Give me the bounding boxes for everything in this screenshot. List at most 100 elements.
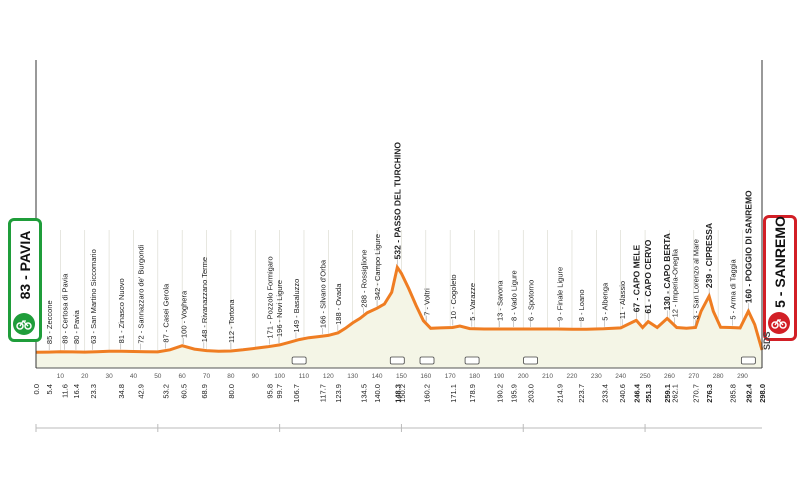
place-label: 63 - San Martino Siccomario (89, 249, 98, 344)
distance-label: 259.1 (663, 384, 672, 403)
place-label: 5 - Varazze (468, 283, 477, 321)
km-tick-label: 100 (274, 373, 285, 380)
km-tick-label: 150 (396, 373, 407, 380)
place-label: 100 - Voghera (179, 290, 188, 338)
distance-label: 190.2 (495, 384, 504, 403)
feed-zone-icon (419, 356, 435, 365)
km-tick-label: 50 (154, 373, 162, 380)
distance-label: 262.1 (671, 384, 680, 403)
place-label: 7 - Voltri (422, 288, 431, 316)
place-label: 188 - Ovada (334, 283, 343, 325)
elevation-area (36, 267, 762, 368)
distance-label: 203.0 (527, 384, 536, 403)
km-tick-label: 250 (640, 373, 651, 380)
km-tick-label: 180 (469, 373, 480, 380)
distance-label: 60.5 (179, 384, 188, 399)
summit-icon (740, 356, 756, 365)
place-label: 80 - Pavia (72, 309, 81, 344)
place-label: 149 - Basaluzzo (292, 279, 301, 333)
km-tick-label: 30 (105, 373, 113, 380)
km-tick-label: 90 (252, 373, 260, 380)
tunnel-icon (291, 356, 307, 365)
place-label: 3 - San Lorenzo al Mare (691, 239, 700, 319)
start-badge: 83 - PAVIA (8, 218, 42, 342)
place-label: 532 - PASSO DEL TURCHINO (392, 142, 402, 260)
place-label: 67 - CAPO MELE (631, 244, 641, 312)
distance-label: 16.4 (72, 384, 81, 399)
place-label: 85 - Zeccone (45, 300, 54, 344)
distance-label: 270.7 (691, 384, 700, 403)
distance-label: 160.2 (422, 384, 431, 403)
place-label: 10 - Cogoleto (449, 274, 458, 319)
finish-badge: 5 - SANREMO (763, 215, 797, 341)
place-label: 288 - Rossiglione (360, 250, 369, 308)
distance-label: 80.0 (227, 384, 236, 399)
distance-label: 53.2 (162, 384, 171, 399)
distance-label: 23.3 (89, 384, 98, 399)
start-label: 83 - PAVIA (17, 230, 33, 300)
place-label: 13 - Savona (495, 280, 504, 321)
distance-label: 95.8 (265, 384, 274, 399)
place-label: 130 - CAPO BERTA (662, 233, 672, 310)
sprint-icon (464, 356, 480, 365)
distance-label: 214.9 (556, 384, 565, 403)
place-label: 5 - Albenga (601, 282, 610, 321)
place-label: 8 - Vado Ligure (509, 270, 518, 321)
distance-label: 148.3 (393, 384, 402, 403)
distance-label: 123.9 (334, 384, 343, 403)
km-tick-label: 280 (713, 373, 724, 380)
km-tick-label: 240 (615, 373, 626, 380)
place-label: 11 - Alassio (618, 281, 627, 319)
place-label: 6 - Spotorno (527, 280, 536, 321)
distance-label: 285.8 (728, 384, 737, 403)
distance-label: 5.4 (45, 384, 54, 394)
km-tick-label: 260 (664, 373, 675, 380)
elevation-profile-line (35, 263, 764, 354)
km-tick-label: 20 (81, 373, 89, 380)
km-tick-label: 140 (372, 373, 383, 380)
place-label: 9 - Finale Ligure (556, 267, 565, 321)
bicycle-icon (768, 312, 790, 334)
finish-label: 5 - SANREMO (772, 216, 788, 308)
place-label: 5 - Arma di Taggia (728, 258, 737, 319)
place-label: 87 - Casei Gerola (162, 283, 171, 343)
distance-label: 223.7 (577, 384, 586, 403)
sds-logo: SDS (762, 331, 772, 350)
km-tick-label: 10 (57, 373, 65, 380)
distance-label: 140.0 (373, 384, 382, 403)
km-tick-label: 120 (323, 373, 334, 380)
km-tick-label: 40 (130, 373, 138, 380)
distance-label: 99.7 (275, 384, 284, 399)
place-label: 72 - Sannazzaro de' Burgondi (137, 244, 146, 343)
km-tick-label: 80 (227, 373, 235, 380)
distance-label: 68.9 (200, 384, 209, 399)
place-label: 148 - Rivanazzano Terme (200, 257, 209, 342)
distance-label: 117.7 (319, 384, 328, 402)
km-tick-label: 130 (347, 373, 358, 380)
km-tick-label: 110 (299, 373, 310, 380)
km-tick-label: 190 (493, 373, 504, 380)
place-label: 171 - Pozzolo Formigaro (265, 256, 274, 338)
distance-label: 251.3 (644, 384, 653, 403)
place-label: 239 - CIPRESSA (704, 223, 714, 288)
km-tick-label: 210 (542, 373, 553, 380)
distance-label: 195.9 (509, 384, 518, 403)
distance-label: 292.4 (744, 383, 753, 403)
km-tick-label: 270 (688, 373, 699, 380)
place-label: 61 - CAPO CERVO (643, 239, 653, 313)
km-tick-label: 220 (567, 373, 578, 380)
distance-label: 298.0 (758, 384, 767, 403)
place-label: 12 - Imperia-Oneglia (671, 248, 680, 317)
km-tick-label: 70 (203, 373, 211, 380)
distance-label: 134.5 (360, 384, 369, 403)
distance-label: 276.3 (705, 384, 714, 403)
summit-icon (389, 356, 405, 365)
km-tick-label: 290 (737, 373, 748, 380)
distance-label: 178.9 (468, 384, 477, 403)
distance-label: 0.0 (32, 384, 41, 394)
distance-label: 42.9 (137, 384, 146, 399)
km-tick-label: 160 (420, 373, 431, 380)
km-tick-label: 230 (591, 373, 602, 380)
distance-label: 171.1 (449, 384, 458, 403)
